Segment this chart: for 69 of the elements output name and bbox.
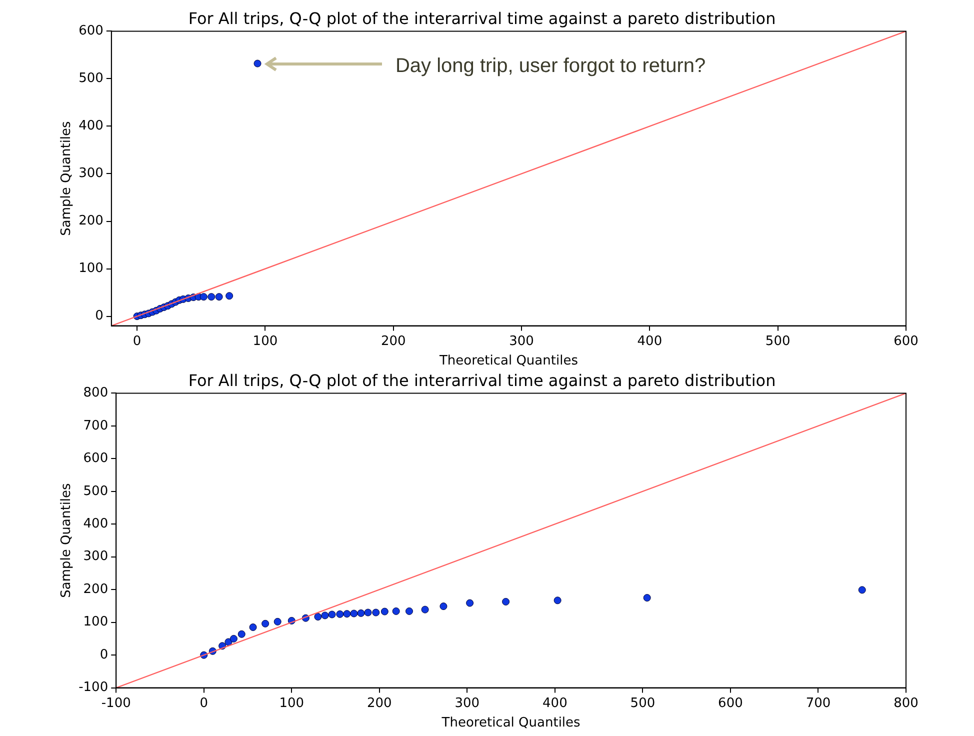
y-axis-title: Sample Quantiles	[59, 120, 74, 236]
x-tick-label: 100	[279, 696, 304, 711]
y-tick-label: 400	[78, 118, 104, 134]
y-tick-label: -100	[78, 680, 108, 696]
y-tick-label: 700	[83, 418, 108, 434]
x-tick-label: 600	[718, 696, 743, 711]
point	[336, 610, 344, 618]
x-tick-label: 600	[894, 334, 918, 349]
point	[254, 60, 262, 68]
point	[274, 618, 282, 626]
point	[858, 586, 866, 594]
x-tick-label: 500	[630, 696, 656, 711]
point	[380, 608, 388, 616]
y-tick-label: 400	[83, 516, 108, 532]
point	[215, 293, 223, 301]
point	[372, 608, 380, 616]
x-tick-label: 0	[132, 334, 142, 349]
y-tick-label: 300	[78, 166, 104, 182]
point	[643, 594, 651, 602]
point	[249, 623, 257, 631]
point	[238, 630, 246, 638]
y-tick-label: 0	[95, 308, 104, 324]
point	[421, 606, 429, 614]
point	[554, 596, 562, 604]
x-tick-label: 100	[252, 334, 278, 349]
point	[262, 620, 270, 628]
x-tick-label: 300	[509, 334, 534, 349]
x-tick-label: 400	[637, 334, 662, 349]
point	[208, 293, 216, 301]
point	[200, 293, 208, 301]
x-axis-title: Theoretical Quantiles	[440, 716, 581, 731]
x-axis-title: Theoretical Quantiles	[438, 354, 578, 369]
y-tick-label: 100	[78, 261, 104, 276]
y-tick-label: 600	[83, 451, 108, 466]
y-axis-title: Sample Quantiles	[59, 482, 74, 598]
x-tick-label: 500	[765, 334, 790, 349]
point	[466, 599, 474, 607]
chart-title: For All trips, Q-Q plot of the interarrival time against a pareto distribution	[188, 8, 776, 28]
y-tick-label: 500	[83, 484, 108, 499]
point	[226, 292, 234, 300]
point	[350, 610, 358, 618]
x-tick-label: 300	[454, 696, 480, 711]
y-tick-label: 300	[83, 549, 108, 564]
point	[364, 608, 372, 616]
x-tick-label: 200	[380, 334, 406, 349]
x-tick-label: 0	[200, 696, 208, 711]
y-tick-label: 800	[83, 386, 108, 401]
point	[343, 610, 351, 618]
y-tick-label: 200	[78, 214, 104, 229]
point	[405, 607, 413, 615]
y-tick-label: 600	[78, 24, 104, 39]
annotation: Day long trip, user forgot to return?	[395, 55, 706, 78]
chart-title: For All trips, Q-Q plot of the interarrival time against a pareto distribution	[188, 370, 776, 390]
point	[357, 609, 365, 617]
x-tick-label: 800	[894, 696, 918, 711]
x-tick-label: 200	[366, 696, 392, 711]
point	[314, 613, 322, 621]
point	[230, 634, 238, 642]
point	[440, 602, 448, 610]
point	[321, 612, 329, 620]
point	[392, 607, 400, 615]
y-tick-label: 500	[78, 71, 104, 86]
point	[328, 610, 336, 618]
y-tick-label: 0	[100, 647, 108, 662]
point	[502, 598, 510, 606]
x-tick-label: 400	[542, 696, 568, 711]
y-tick-label: 100	[83, 614, 108, 630]
y-tick-label: 200	[83, 582, 108, 597]
x-tick-label: 700	[806, 696, 831, 711]
